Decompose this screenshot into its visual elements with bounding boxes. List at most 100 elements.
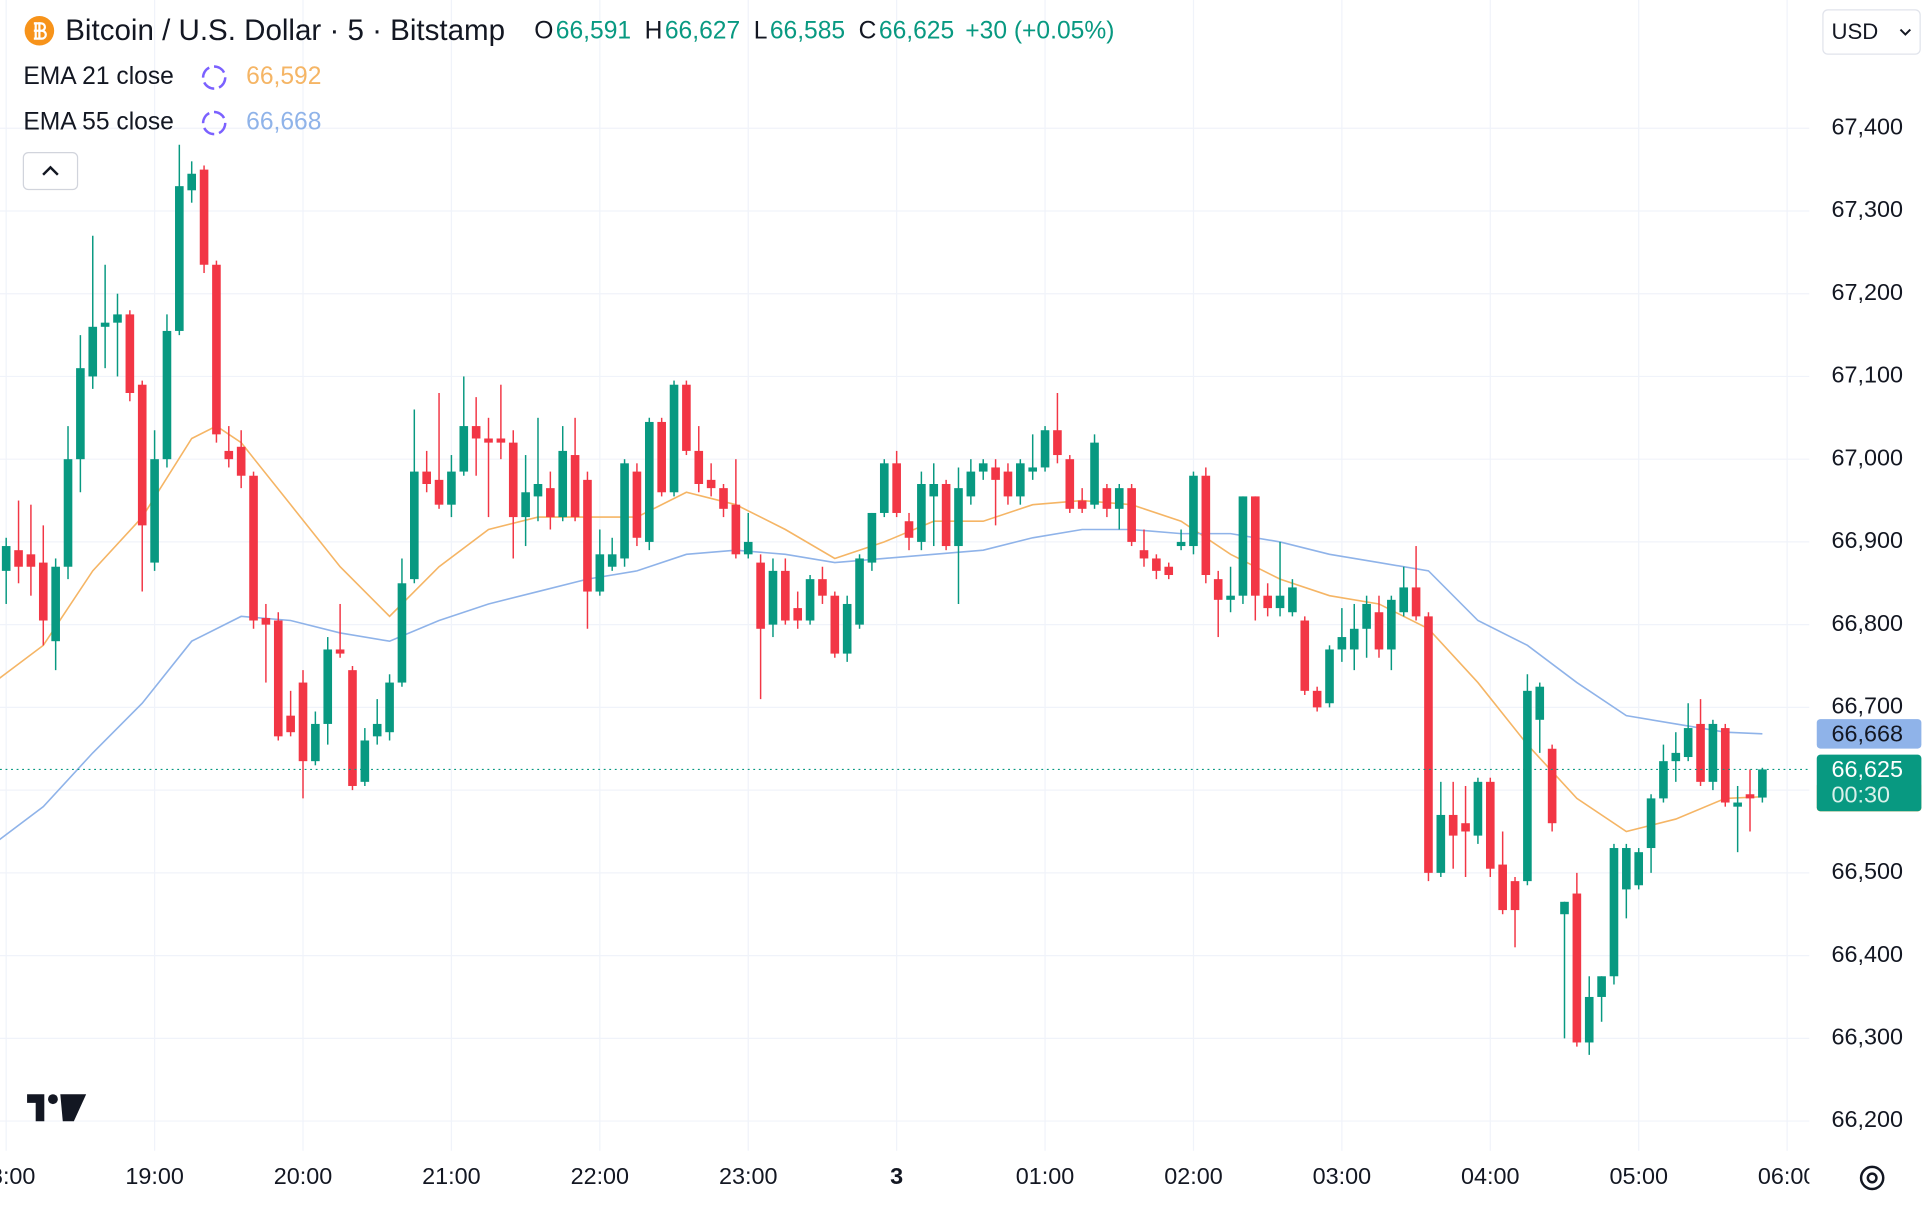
candle-body — [1312, 690, 1322, 708]
collapse-button[interactable] — [22, 152, 79, 191]
candle-body — [335, 649, 345, 654]
currency-button[interactable]: USD — [1822, 9, 1921, 55]
candle-body — [879, 463, 889, 513]
candle-body — [1597, 976, 1606, 997]
candle-body — [508, 442, 518, 518]
y-tick-label: 66,200 — [1832, 1106, 1904, 1132]
candle-body — [447, 471, 456, 505]
candle-body — [533, 483, 543, 497]
candle-body — [298, 682, 308, 762]
candle-body — [1337, 637, 1347, 650]
candle-body — [1164, 566, 1174, 576]
candle-body — [1349, 628, 1359, 650]
logo-part — [27, 1094, 45, 1122]
candle-body — [1646, 798, 1656, 849]
y-tick-label: 67,000 — [1832, 444, 1904, 470]
currency-chevron — [1899, 28, 1912, 36]
collapse-chevron — [42, 165, 59, 176]
candle-body — [26, 554, 36, 567]
candle-body — [966, 471, 976, 497]
candle-body — [113, 314, 122, 323]
x-tick-label: 21:00 — [422, 1163, 481, 1189]
candle-body — [1485, 781, 1495, 869]
y-tick-label: 66,900 — [1832, 527, 1904, 553]
candle-body — [818, 579, 827, 596]
y-tick-label: 67,100 — [1832, 362, 1904, 388]
candle-body — [1040, 430, 1050, 468]
candle-body — [706, 479, 716, 489]
candle-body — [1288, 587, 1297, 613]
candle-body — [1226, 595, 1235, 600]
candle-body — [1584, 996, 1594, 1043]
candle-body — [137, 384, 147, 526]
candle-body — [1028, 467, 1037, 472]
candle-body — [199, 169, 209, 265]
candle-body — [1139, 550, 1149, 559]
y-tick-label: 67,400 — [1832, 113, 1904, 139]
candle-body — [261, 618, 271, 625]
candle-body — [954, 488, 963, 547]
candle-body — [459, 426, 469, 472]
candle-body — [756, 562, 765, 629]
ema-price-badge — [1816, 719, 1922, 749]
candle-body — [150, 459, 159, 563]
candle-body — [348, 670, 357, 786]
countdown: 00:30 — [1832, 782, 1891, 808]
gear-outer[interactable] — [1859, 1165, 1885, 1191]
grid — [0, 0, 1810, 1151]
y-tick-label: 67,200 — [1832, 279, 1904, 305]
y-tick-label: 66,300 — [1832, 1023, 1904, 1049]
candle-body — [1436, 814, 1446, 873]
ema-price-label: 66,668 — [1832, 720, 1904, 746]
candle-body — [1263, 595, 1272, 609]
candle-body — [521, 492, 530, 518]
ema-line — [0, 528, 1763, 841]
settings-button[interactable] — [1859, 1165, 1885, 1191]
candle-body — [162, 330, 172, 460]
candle-body — [917, 483, 926, 542]
candle-body — [286, 715, 295, 733]
candle-body — [1399, 587, 1409, 613]
candle-body — [719, 488, 728, 509]
header: Bitcoin / U.S. Dollar · 5 · Bitstamp O 66… — [24, 14, 1114, 47]
currency-label[interactable]: USD — [1832, 19, 1879, 44]
candle-body — [1745, 794, 1755, 799]
candle-body — [1547, 748, 1557, 824]
candle-body — [842, 603, 852, 654]
collapse-box[interactable] — [22, 152, 79, 191]
x-tick-label: 19:00 — [125, 1163, 184, 1189]
candle-body — [1003, 471, 1013, 497]
candle-body — [1374, 612, 1384, 650]
candle-body — [1510, 881, 1520, 911]
candle-body — [1102, 488, 1112, 509]
candle-body — [1461, 823, 1470, 832]
candle-body — [1683, 728, 1693, 758]
candle-body — [471, 426, 481, 439]
candle-body — [175, 186, 184, 331]
ohlc-value: 66,627 — [665, 18, 740, 45]
candle-body — [1498, 864, 1507, 911]
candle-body — [694, 450, 704, 484]
candle-body — [385, 682, 394, 733]
candle-body — [125, 314, 135, 393]
candle-body — [644, 421, 654, 542]
candle-body — [855, 558, 864, 625]
ema-line — [0, 425, 1763, 833]
candle-body — [1201, 475, 1211, 576]
tv-logo[interactable] — [27, 1094, 87, 1122]
candle-body — [1, 546, 11, 571]
candle-body — [1275, 595, 1285, 609]
candle-body — [38, 562, 48, 621]
candle-body — [546, 488, 555, 518]
candle-body — [187, 173, 197, 191]
candle-body — [1176, 541, 1186, 547]
candle-body — [1622, 848, 1631, 890]
ohlc-value: 66,585 — [770, 18, 845, 45]
ohlc-legend: O 66,591 H 66,627 L 66,585 C 66,625 +30 (+0.05%) — [534, 18, 1114, 45]
x-tick-label: 23:00 — [719, 1163, 778, 1189]
currency-box[interactable] — [1822, 9, 1921, 55]
candle-body — [397, 583, 407, 683]
